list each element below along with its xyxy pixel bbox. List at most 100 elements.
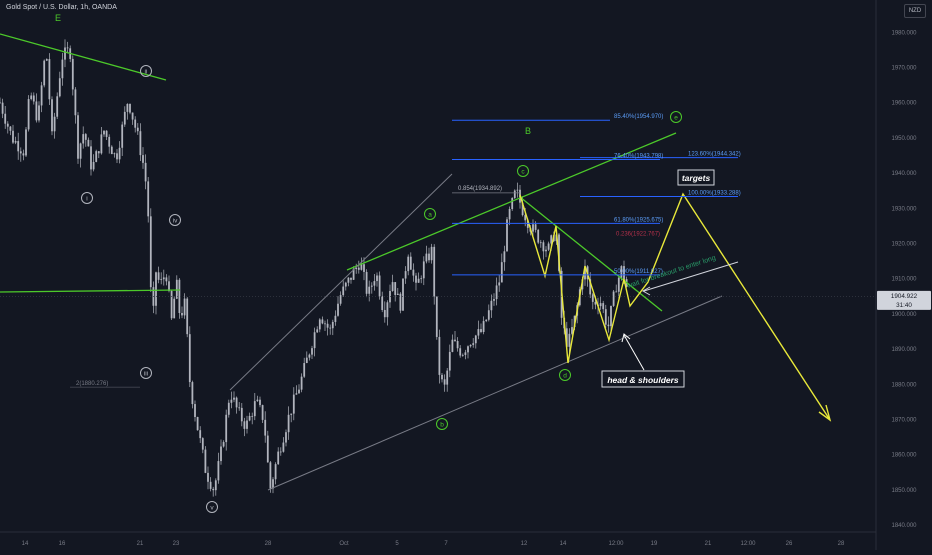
candle-body bbox=[108, 136, 111, 147]
candle-body bbox=[6, 123, 9, 127]
time-tick-label: 7 bbox=[444, 541, 448, 547]
targets-label: targets bbox=[682, 173, 711, 183]
candle-body bbox=[160, 279, 163, 281]
time-tick-label: 21 bbox=[705, 541, 712, 547]
candle-body bbox=[454, 339, 456, 342]
candle-body bbox=[342, 286, 345, 296]
candle-body bbox=[274, 464, 277, 480]
candle-body bbox=[503, 251, 506, 263]
candle-body bbox=[412, 269, 415, 276]
candle-body bbox=[604, 309, 607, 325]
candle-body bbox=[373, 281, 376, 286]
candle-body bbox=[612, 291, 615, 306]
candle-body bbox=[225, 414, 228, 443]
candle-body bbox=[331, 321, 334, 329]
time-tick-label: 14 bbox=[22, 541, 29, 547]
symbol-title[interactable]: Gold Spot / U.S. Dollar, 1h, OANDA bbox=[6, 4, 117, 11]
time-axis[interactable]: 14 16 21 23 28 Oct 5 7 12 14 12:00 19 21 12:00 26 28 bbox=[0, 531, 876, 547]
candle-body bbox=[113, 153, 116, 155]
candle-body bbox=[448, 351, 451, 371]
candle-body bbox=[511, 197, 514, 210]
price-axis[interactable]: 1840.000 1850.000 1860.000 1870.000 1880.000… bbox=[875, 0, 932, 550]
candle-body bbox=[58, 78, 61, 97]
candle-body bbox=[326, 323, 329, 328]
candle-body bbox=[402, 278, 404, 311]
price-axis-bg bbox=[876, 0, 932, 550]
price-tick-label: 1870.000 bbox=[891, 418, 917, 424]
candle-body bbox=[77, 115, 79, 159]
candle-body bbox=[459, 348, 462, 356]
candle-body bbox=[12, 130, 14, 143]
head-shoulders-arrow bbox=[623, 334, 645, 371]
candle-body bbox=[339, 295, 342, 304]
wave-label-ii-circle bbox=[140, 65, 152, 77]
candle-body bbox=[352, 269, 355, 280]
candle-body bbox=[493, 299, 495, 301]
candle-body bbox=[217, 461, 220, 481]
wave-label-E: E bbox=[55, 13, 61, 23]
candle-body bbox=[51, 99, 53, 132]
candle-body bbox=[173, 298, 176, 319]
candles-layer bbox=[0, 39, 628, 497]
candle-body bbox=[79, 143, 82, 159]
candle-body bbox=[40, 85, 43, 106]
candle-body bbox=[441, 374, 443, 380]
candle-body bbox=[303, 363, 306, 377]
price-tick-label: 1920.000 bbox=[891, 242, 917, 248]
candle-body bbox=[386, 302, 389, 318]
candle-body bbox=[495, 285, 498, 300]
candle-body bbox=[209, 481, 212, 489]
candle-body bbox=[155, 272, 157, 306]
candle-body bbox=[438, 336, 441, 375]
fib-level-label: 76.40%(1943.798) bbox=[614, 154, 663, 160]
candle-body bbox=[446, 370, 449, 385]
candle-body bbox=[194, 404, 196, 417]
candle-body bbox=[175, 279, 178, 299]
time-tick-label: 28 bbox=[838, 541, 845, 547]
candle-body bbox=[321, 319, 324, 324]
candle-body bbox=[409, 256, 412, 270]
drawings-layer: 85.40%(1954.970) 123.60%(1944.342) 76.40%(… bbox=[0, 13, 874, 513]
candle-body bbox=[467, 346, 469, 353]
candle-body bbox=[391, 282, 394, 291]
candle-body bbox=[378, 275, 381, 297]
candle-body bbox=[300, 376, 303, 390]
candle-body bbox=[38, 105, 40, 121]
candle-body bbox=[121, 124, 124, 148]
trendline-channel-upper bbox=[346, 132, 677, 271]
candle-body bbox=[134, 119, 137, 128]
candle-body bbox=[256, 399, 259, 402]
candle-body bbox=[248, 415, 251, 421]
trendline-horizontal-left bbox=[0, 289, 181, 293]
candle-body bbox=[344, 282, 347, 287]
candle-body bbox=[456, 341, 459, 349]
candle-body bbox=[186, 298, 189, 335]
candle-body bbox=[396, 293, 399, 295]
wave-label-iii: iii bbox=[144, 370, 148, 377]
candle-body bbox=[532, 224, 534, 232]
currency-badge[interactable]: NZD bbox=[904, 4, 926, 18]
wave-label-c: c bbox=[521, 168, 525, 175]
candle-body bbox=[474, 335, 477, 344]
fib-level-label: 61.80%(1925.675) bbox=[614, 217, 663, 223]
candle-body bbox=[110, 146, 113, 155]
candle-body bbox=[25, 129, 27, 156]
wave-label-e-circle bbox=[670, 111, 682, 123]
candle-body bbox=[227, 402, 230, 415]
candle-body bbox=[292, 394, 295, 414]
candle-body bbox=[259, 399, 261, 406]
time-tick-label: 5 bbox=[395, 541, 399, 547]
current-price-label: 1904.922 bbox=[891, 293, 918, 300]
candle-body bbox=[305, 357, 308, 364]
price-tick-label: 1980.000 bbox=[891, 30, 917, 36]
candle-body bbox=[253, 401, 256, 417]
candle-body bbox=[394, 282, 397, 295]
candle-body bbox=[568, 333, 571, 347]
price-tick-label: 1880.000 bbox=[891, 382, 917, 388]
price-tick-label: 1900.000 bbox=[891, 312, 917, 318]
candle-body bbox=[350, 277, 352, 280]
candle-body bbox=[516, 189, 519, 191]
candle-body bbox=[537, 229, 540, 243]
